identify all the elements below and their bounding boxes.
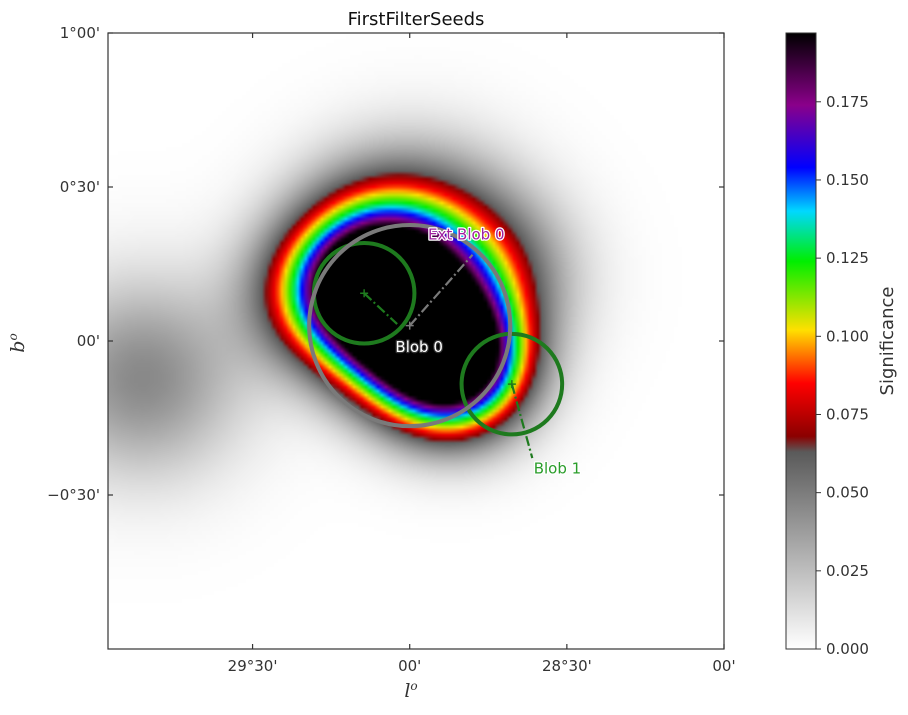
significance-heatmap: [108, 33, 724, 649]
blob-pointer-line: [408, 254, 474, 327]
colorbar-tick-label: 0.050: [826, 484, 869, 502]
colorbar-tick-label: 0.075: [826, 405, 869, 423]
y-axis-label: bo: [6, 333, 29, 352]
colorbar-tick-label: 0.125: [826, 249, 869, 267]
x-axis-ticks: 29°30' 00' 28°30' 00': [228, 33, 736, 675]
colorbar-tick-label: 0.150: [826, 171, 869, 189]
colorbar: [786, 33, 816, 649]
colorbar-tick-label: 0.175: [826, 93, 869, 111]
blob-label: Blob 0: [395, 338, 442, 356]
colorbar-label: Significance: [877, 287, 898, 396]
colorbar-tick-label: 0.100: [826, 327, 869, 345]
y-tick-label: 1°00': [60, 24, 100, 42]
chart-title: FirstFilterSeeds: [348, 9, 485, 30]
colorbar-tick-label: 0.000: [826, 640, 869, 658]
blob-circle: [307, 223, 513, 429]
colorbar-tick-label: 0.025: [826, 562, 869, 580]
x-axis-label: lo: [404, 679, 417, 702]
colorbar-frame: [785, 32, 817, 650]
x-tick-label: 29°30': [228, 657, 278, 675]
blob-annotations: [307, 223, 565, 459]
y-axis-ticks: 1°00' 0°30' 00' −0°30': [47, 24, 724, 504]
blob-label: Blob 1: [534, 459, 581, 477]
x-tick-label: 00': [398, 657, 421, 675]
blob-label: Ext Blob 0: [428, 225, 504, 243]
x-tick-label: 28°30': [542, 657, 592, 675]
y-tick-label: −0°30': [47, 486, 100, 504]
x-tick-label: 00': [712, 657, 735, 675]
y-tick-label: 0°30': [60, 178, 100, 196]
y-tick-label: 00': [77, 332, 100, 350]
blob-pointer-line: [363, 292, 398, 325]
colorbar-ticks: 0.000 0.025 0.050 0.075 0.100 0.125 0.150 0.175: [816, 93, 869, 658]
blob-pointer-line: [510, 383, 534, 459]
